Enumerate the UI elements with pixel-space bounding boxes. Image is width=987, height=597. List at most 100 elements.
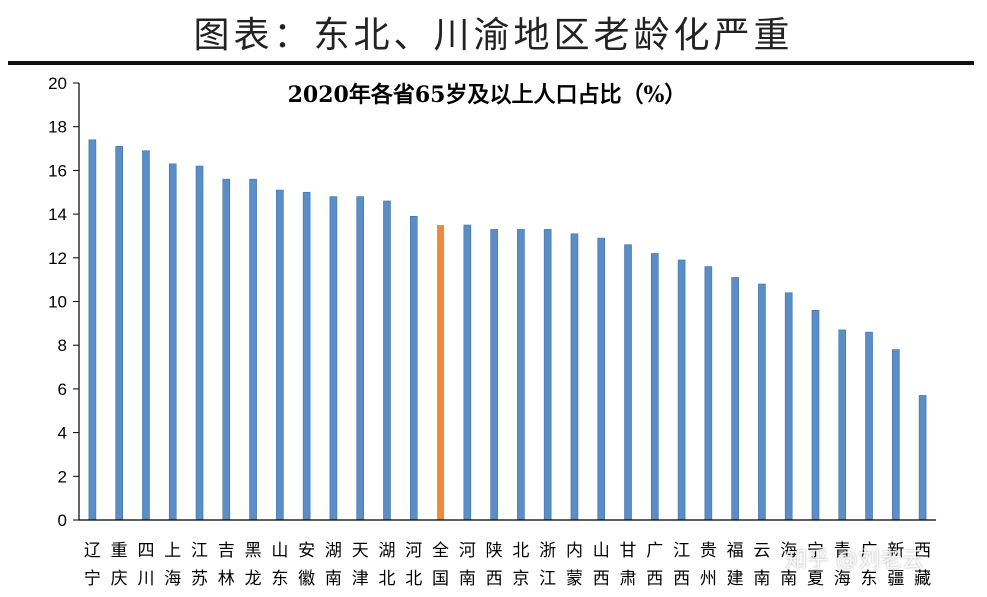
x-category-label: 山 <box>593 541 610 561</box>
x-category-label: 蒙 <box>566 569 583 589</box>
bar <box>276 189 284 521</box>
bar <box>329 196 338 521</box>
x-category-label: 云 <box>753 541 770 561</box>
bar <box>704 266 713 521</box>
x-category-label: 海 <box>834 569 851 589</box>
x-category-label: 湖 <box>325 541 342 561</box>
bar <box>142 150 150 521</box>
bar <box>918 395 927 521</box>
watermark: 知乎 @刘老云 <box>785 548 924 573</box>
bar <box>409 215 418 521</box>
x-category-label: 建 <box>727 569 744 589</box>
bar <box>222 178 231 521</box>
bar <box>356 196 365 521</box>
bar <box>624 244 632 521</box>
bar <box>892 349 900 521</box>
x-category-label: 宁 <box>84 569 101 589</box>
x-category-label: 浙 <box>539 541 556 561</box>
y-tick-label: 6 <box>58 380 67 399</box>
x-category-label: 龙 <box>245 569 262 589</box>
x-category-label: 全 <box>432 541 449 561</box>
x-category-label: 南 <box>459 569 476 589</box>
title-divider <box>8 61 974 65</box>
x-category-label: 北 <box>405 569 422 589</box>
x-category-label: 贵 <box>700 541 717 561</box>
y-tick-label: 20 <box>48 74 67 93</box>
y-tick-label: 18 <box>48 118 67 137</box>
x-category-label: 津 <box>352 569 369 589</box>
bar <box>302 191 311 521</box>
x-category-label: 北 <box>378 569 395 589</box>
x-category-label: 新 <box>887 541 904 561</box>
bar <box>88 139 97 521</box>
x-category-label: 吉 <box>218 541 235 561</box>
bar <box>758 283 766 521</box>
x-category-label: 北 <box>512 541 529 561</box>
x-category-label: 海 <box>780 541 797 561</box>
x-category-label: 徽 <box>298 569 315 589</box>
x-category-label: 湖 <box>378 541 395 561</box>
x-category-label: 京 <box>512 569 529 589</box>
bar <box>865 331 873 521</box>
x-category-label: 广 <box>861 541 878 561</box>
bar <box>731 277 739 521</box>
x-category-label: 东 <box>861 569 878 589</box>
x-category-label: 四 <box>137 541 154 561</box>
x-category-label: 河 <box>405 541 422 561</box>
y-tick-label: 2 <box>58 467 67 486</box>
x-category-label: 西 <box>673 569 690 589</box>
bar <box>784 292 793 521</box>
x-category-label: 陕 <box>486 541 503 561</box>
x-axis-labels: 辽宁重庆四川上海江苏吉林黑龙山东安徽湖南天津湖北河北全国河南陕西北京浙江内蒙山西… <box>84 541 931 589</box>
x-category-label: 林 <box>218 569 235 589</box>
x-category-label: 川 <box>137 569 154 589</box>
x-category-label: 上 <box>164 541 181 561</box>
bar <box>543 229 552 521</box>
x-category-label: 东 <box>271 569 288 589</box>
x-category-label: 重 <box>111 541 128 561</box>
chart-title: 2020年各省65岁及以上人口占比（%） <box>288 82 687 108</box>
x-category-label: 国 <box>432 569 449 589</box>
x-category-label: 安 <box>298 541 315 561</box>
x-category-label: 江 <box>539 569 556 589</box>
x-category-label: 天 <box>352 541 369 561</box>
x-category-label: 海 <box>164 569 181 589</box>
bar <box>517 229 525 521</box>
x-category-label: 内 <box>566 541 583 561</box>
x-category-label: 宁 <box>807 541 824 561</box>
bar <box>383 200 391 521</box>
x-category-label: 黑 <box>245 541 262 561</box>
y-tick-label: 0 <box>58 511 67 530</box>
x-category-label: 夏 <box>807 569 824 589</box>
page-title: 图表：东北、川渝地区老龄化严重 <box>193 15 794 56</box>
y-tick-label: 4 <box>58 424 67 443</box>
bar <box>115 146 123 521</box>
x-category-label: 南 <box>780 569 797 589</box>
x-category-label: 西 <box>646 569 663 589</box>
bar <box>168 163 177 521</box>
y-tick-label: 10 <box>48 293 67 312</box>
x-category-label: 广 <box>646 541 663 561</box>
x-category-label: 山 <box>271 541 288 561</box>
y-tick-label: 16 <box>48 161 67 180</box>
x-category-label: 青 <box>834 541 851 561</box>
x-category-label: 西 <box>914 541 931 561</box>
bar <box>249 178 257 521</box>
bar-series <box>88 139 927 521</box>
y-tick-label: 12 <box>48 249 67 268</box>
x-category-label: 江 <box>191 541 208 561</box>
x-category-label: 南 <box>325 569 342 589</box>
bar <box>195 165 204 521</box>
x-category-label: 河 <box>459 541 476 561</box>
x-category-label: 江 <box>673 541 690 561</box>
x-category-label: 苏 <box>191 569 208 589</box>
x-category-label: 福 <box>727 541 744 561</box>
x-category-label: 甘 <box>620 541 637 561</box>
bar <box>811 309 820 521</box>
bar <box>650 253 659 521</box>
bar <box>838 329 847 521</box>
bar <box>490 229 498 521</box>
x-category-label: 西 <box>593 569 610 589</box>
x-category-label: 辽 <box>84 541 101 561</box>
